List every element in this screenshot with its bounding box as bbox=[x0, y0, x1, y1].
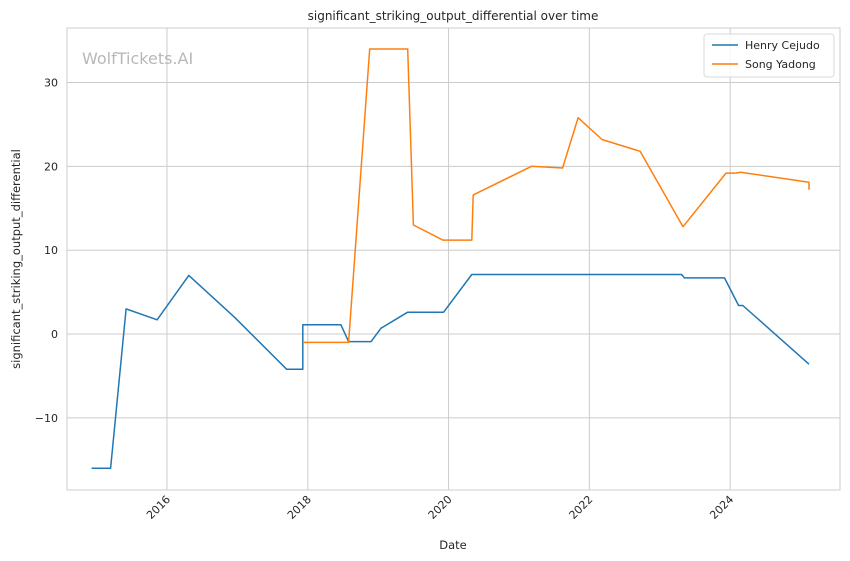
y-tick-label: 10 bbox=[44, 244, 58, 257]
series-line-henry-cejudo bbox=[91, 273, 810, 469]
y-axis-ticks: −10 0 10 20 30 bbox=[35, 77, 58, 425]
x-axis-ticks: 2016 2018 2020 2022 2024 bbox=[144, 493, 736, 522]
y-tick-label: 20 bbox=[44, 160, 58, 173]
y-axis-label: significant_striking_output_differential bbox=[9, 149, 23, 369]
legend-label: Henry Cejudo bbox=[745, 39, 820, 52]
x-tick-label: 2024 bbox=[707, 493, 736, 522]
x-tick-label: 2020 bbox=[426, 493, 455, 522]
x-tick-label: 2018 bbox=[285, 493, 314, 522]
series-lines bbox=[91, 48, 810, 469]
legend: Henry Cejudo Song Yadong bbox=[703, 33, 835, 78]
y-tick-label: 0 bbox=[51, 328, 58, 341]
watermark: WolfTickets.AI bbox=[82, 49, 193, 68]
y-tick-label: −10 bbox=[35, 412, 58, 425]
x-axis-label: Date bbox=[439, 538, 467, 552]
plot-frame bbox=[66, 27, 841, 491]
x-tick-label: 2016 bbox=[144, 493, 173, 522]
series-line-song-yadong bbox=[302, 48, 810, 344]
legend-label: Song Yadong bbox=[745, 58, 816, 71]
chart-title: significant_striking_output_differential… bbox=[308, 9, 599, 23]
x-tick-label: 2022 bbox=[567, 493, 596, 522]
y-tick-label: 30 bbox=[44, 77, 58, 90]
grid-lines bbox=[67, 28, 840, 490]
